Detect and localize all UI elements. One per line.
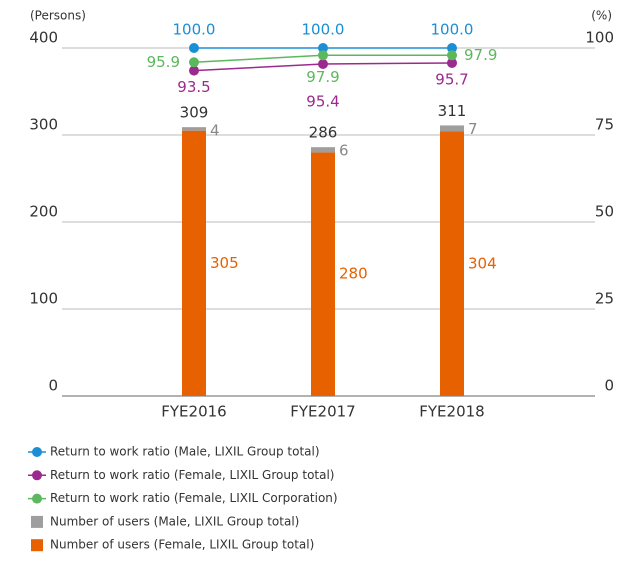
y2-axis-label: (%) [591, 9, 612, 23]
bar [440, 125, 464, 132]
y2-tick-label: 75 [595, 116, 614, 134]
y-tick-label: 0 [48, 377, 58, 395]
legend-label: Return to work ratio (Female, LIXIL Corp… [50, 491, 338, 505]
bar [311, 152, 335, 396]
line-value-label: 97.9 [464, 46, 497, 64]
total-label: 309 [180, 104, 209, 122]
bar-value-label: 280 [339, 265, 368, 283]
line-value-label: 100.0 [173, 21, 216, 39]
bar-value-label: 304 [468, 254, 497, 272]
line-point [447, 57, 457, 68]
y2-tick-label: 0 [604, 377, 614, 395]
legend-marker [32, 447, 42, 457]
bar [182, 127, 206, 131]
total-label: 286 [309, 124, 338, 142]
bar [311, 147, 335, 153]
line-point [318, 50, 328, 61]
bar-value-label: 7 [468, 120, 478, 138]
line-value-label: 100.0 [431, 21, 474, 39]
y2-tick-label: 50 [595, 203, 614, 221]
legend-label: Return to work ratio (Female, LIXIL Grou… [50, 468, 334, 482]
line-point [189, 57, 199, 68]
legend-label: Return to work ratio (Male, LIXIL Group … [50, 445, 320, 459]
line-point [447, 50, 457, 61]
line-value-label: 97.9 [306, 68, 339, 86]
line-value-label: 93.5 [177, 78, 210, 96]
bar-value-label: 4 [210, 122, 220, 140]
legend-marker [31, 539, 43, 552]
line-value-label: 95.4 [306, 93, 339, 111]
y-tick-label: 100 [29, 290, 58, 308]
x-tick-label: FYE2018 [419, 403, 484, 421]
y-tick-label: 400 [29, 29, 58, 47]
line-point [189, 65, 199, 76]
y-tick-label: 200 [29, 203, 58, 221]
line-point [318, 59, 328, 70]
bar-value-label: 6 [339, 142, 349, 160]
x-tick-label: FYE2016 [161, 403, 226, 421]
x-tick-label: FYE2017 [290, 403, 355, 421]
line-point [189, 43, 199, 53]
line-value-label: 100.0 [302, 21, 345, 39]
legend-marker [32, 493, 42, 504]
line-value-label: 95.9 [147, 53, 180, 71]
y2-tick-label: 25 [595, 290, 614, 308]
total-label: 311 [438, 102, 467, 120]
y-axis-label: (Persons) [30, 9, 86, 23]
bar [440, 131, 464, 396]
line-point [447, 43, 457, 53]
bar-value-label: 305 [210, 254, 239, 272]
y-tick-label: 300 [29, 116, 58, 134]
bar [182, 130, 206, 396]
line-point [318, 43, 328, 53]
legend-label: Number of users (Male, LIXIL Group total… [50, 514, 299, 528]
y2-tick-label: 100 [585, 29, 614, 47]
line-value-label: 95.7 [435, 70, 468, 88]
legend-label: Number of users (Female, LIXIL Group tot… [50, 538, 314, 552]
legend-marker [32, 470, 42, 481]
legend-marker [31, 515, 43, 528]
